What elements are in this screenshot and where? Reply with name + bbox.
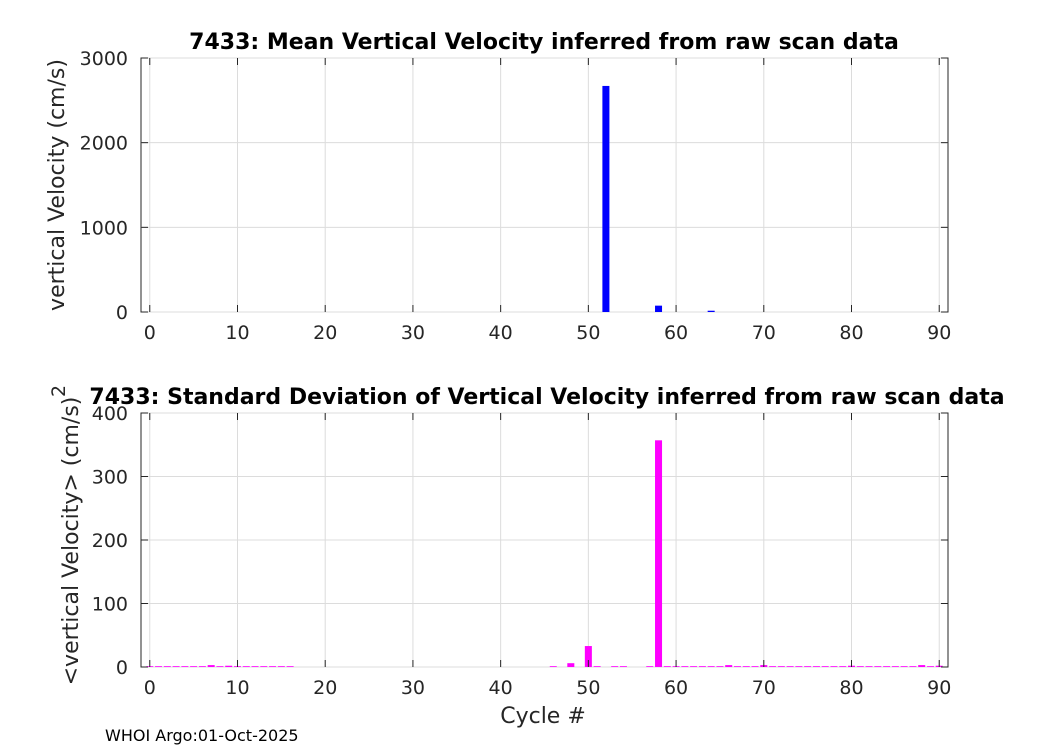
cycle-xlabel: Cycle #	[500, 704, 586, 729]
std-velocity-bar	[163, 666, 171, 667]
std-velocity-bar	[593, 666, 601, 667]
std-velocity-bar	[751, 666, 759, 667]
std-velocity-bar	[225, 665, 233, 667]
mean-velocity-xtick-label: 20	[313, 322, 337, 344]
std-velocity-ylabel-superscript: 2	[48, 385, 70, 397]
mean-velocity-xtick-label: 80	[839, 322, 863, 344]
mean-velocity-xtick-label: 60	[664, 322, 688, 344]
std-velocity-bar	[663, 666, 671, 667]
std-velocity-bar	[181, 666, 189, 667]
std-velocity-bar	[856, 666, 864, 667]
std-velocity-bar	[584, 646, 592, 667]
std-velocity-bar	[198, 666, 206, 667]
std-velocity-ytick-label: 300	[92, 467, 128, 489]
std-velocity-bar	[681, 666, 689, 667]
mean-velocity-axes-frame	[140, 57, 949, 313]
std-velocity-bar	[611, 666, 619, 667]
mean-velocity-xtick-label: 10	[225, 322, 249, 344]
std-velocity-bar	[821, 666, 829, 667]
mean-velocity-bar	[602, 85, 610, 312]
mean-velocity-xtick-label: 50	[576, 322, 600, 344]
std-velocity-xtick-label: 30	[401, 677, 425, 699]
std-velocity-xtick-label: 20	[313, 677, 337, 699]
mean-velocity-ytick-label: 3000	[80, 48, 128, 70]
std-velocity-bar	[865, 666, 873, 667]
std-velocity-ytick-label: 100	[92, 594, 128, 616]
std-velocity-bar	[795, 666, 803, 667]
std-velocity-xtick-label: 50	[576, 677, 600, 699]
std-velocity-bar	[690, 666, 698, 667]
std-velocity-xtick-label: 10	[225, 677, 249, 699]
footer-credit: WHOI Argo:01-Oct-2025	[105, 726, 299, 745]
mean-velocity-xtick-label: 0	[144, 322, 156, 344]
std-velocity-bar	[707, 666, 715, 667]
std-velocity-bar	[839, 666, 847, 667]
mean-velocity-xtick-label: 40	[489, 322, 513, 344]
std-velocity-bar	[830, 666, 838, 667]
std-velocity-xtick-label: 0	[144, 677, 156, 699]
mean-velocity-xtick-label: 70	[752, 322, 776, 344]
std-velocity-bar	[277, 666, 285, 667]
mean-velocity-xtick-label: 30	[401, 322, 425, 344]
std-velocity-bar	[655, 440, 663, 667]
std-velocity-bar	[216, 666, 224, 667]
std-velocity-bar	[242, 666, 250, 667]
std-velocity-xtick-label: 70	[752, 677, 776, 699]
std-velocity-bar	[909, 666, 917, 667]
std-velocity-ytick-label: 200	[92, 530, 128, 552]
mean-velocity-title: 7433: Mean Vertical Velocity inferred fr…	[189, 30, 899, 55]
std-velocity-bar	[155, 666, 163, 667]
std-velocity-bar	[567, 663, 575, 667]
std-velocity-bar	[804, 666, 812, 667]
std-velocity-bar	[549, 666, 557, 667]
std-velocity-bar	[883, 666, 891, 667]
std-velocity-xtick-label: 40	[489, 677, 513, 699]
std-velocity-bar	[725, 665, 733, 667]
std-velocity-ylabel: <vertical Velocity> (cm/s)	[59, 397, 84, 686]
mean-velocity-xtick-label: 90	[927, 322, 951, 344]
std-velocity-bar	[812, 666, 820, 667]
std-velocity-bar	[286, 666, 294, 667]
mean-velocity-panel: 0 10 20 30 40 50 60 70 80 90 0 1000 2000 3000 7433: M…	[45, 30, 951, 344]
std-velocity-xtick-label: 80	[839, 677, 863, 699]
std-velocity-bar	[260, 666, 268, 667]
std-velocity-bar	[769, 666, 777, 667]
std-velocity-bar	[733, 666, 741, 667]
std-velocity-bar	[619, 666, 627, 667]
std-velocity-xtick-label: 90	[927, 677, 951, 699]
std-velocity-bar	[646, 666, 654, 667]
std-velocity-title: 7433: Standard Deviation of Vertical Vel…	[89, 385, 1004, 410]
std-velocity-bar	[786, 666, 794, 667]
std-velocity-ytick-label: 0	[116, 657, 128, 679]
mean-velocity-bar	[655, 305, 663, 312]
std-velocity-bar	[874, 666, 882, 667]
std-velocity-bar	[716, 666, 724, 667]
std-velocity-bar	[269, 666, 277, 667]
std-velocity-panel: 0 10 20 30 40 50 60 70 80 90 0 100 200 300 400 7433: S…	[48, 385, 1005, 729]
mean-velocity-ylabel: vertical Velocity (cm/s)	[45, 59, 70, 311]
std-velocity-bar	[891, 666, 899, 667]
std-velocity-bar	[251, 666, 259, 667]
std-velocity-bar	[926, 666, 934, 667]
std-velocity-bar	[900, 666, 908, 667]
std-velocity-ytick-label: 400	[92, 403, 128, 425]
mean-velocity-ytick-label: 1000	[80, 217, 128, 239]
std-velocity-bar	[190, 666, 198, 667]
mean-velocity-bar	[707, 310, 715, 312]
mean-velocity-ytick-label: 0	[116, 302, 128, 324]
std-velocity-bar	[918, 665, 926, 667]
std-velocity-bar	[742, 666, 750, 667]
std-velocity-xtick-label: 60	[664, 677, 688, 699]
std-velocity-bar	[777, 666, 785, 667]
std-velocity-bar	[698, 666, 706, 667]
mean-velocity-ytick-label: 2000	[80, 133, 128, 155]
std-velocity-bar	[207, 665, 215, 667]
std-velocity-bar	[172, 666, 180, 667]
